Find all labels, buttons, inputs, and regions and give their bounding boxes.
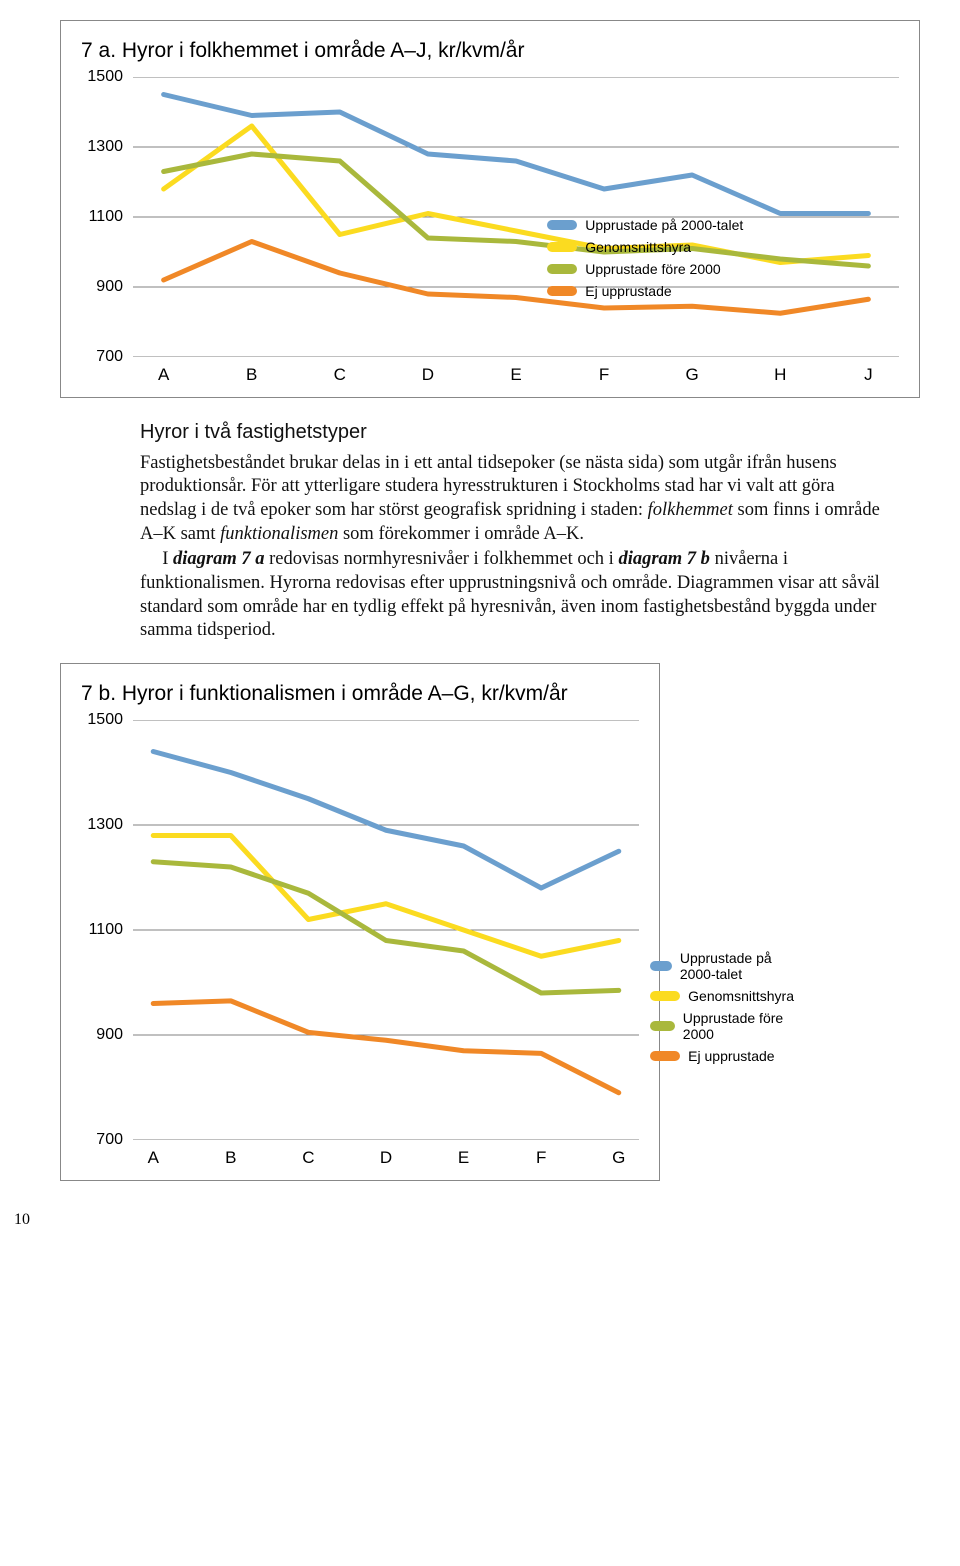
y-tick-label: 900 [96, 1026, 123, 1044]
legend-swatch [547, 264, 577, 274]
y-tick-label: 700 [96, 1131, 123, 1149]
legend-label: Upprustade på 2000-talet [680, 950, 794, 982]
y-tick-label: 700 [96, 348, 123, 366]
chart-7a-plot [133, 77, 899, 357]
y-tick-label: 1500 [87, 68, 123, 86]
page-number: 10 [14, 1211, 960, 1229]
legend-swatch [650, 1021, 675, 1031]
x-tick-label: H [774, 365, 786, 385]
x-tick-label: C [302, 1148, 314, 1168]
paragraph-1: Fastighetsbeståndet brukar delas in i et… [140, 452, 880, 547]
chart-7a-legend: Upprustade på 2000-talet Genomsnittshyra U… [547, 217, 743, 305]
x-tick-label: B [225, 1148, 236, 1168]
p1-end: som förekommer i område A–K. [338, 524, 584, 544]
subhead: Hyror i två fastighetstyper [140, 420, 880, 446]
x-tick-label: A [158, 365, 169, 385]
x-tick-label: G [686, 365, 699, 385]
x-tick-label: F [536, 1148, 546, 1168]
x-tick-label: F [599, 365, 609, 385]
x-tick-label: E [510, 365, 521, 385]
legend-swatch [650, 961, 672, 971]
chart-7b-plot [133, 720, 639, 1140]
legend-swatch [547, 286, 577, 296]
chart-7a-area: 700900110013001500 ABCDEFGHJ Upprustade … [81, 77, 899, 387]
chart-7a-xlabels: ABCDEFGHJ [133, 363, 899, 387]
y-tick-label: 1300 [87, 138, 123, 156]
chart-7b-title: 7 b. Hyror i funktionalismen i område A–… [81, 682, 639, 706]
paragraph-2: I diagram 7 a redovisas normhyresnivåer … [140, 548, 880, 643]
chart-7b-area: 700900110013001500 ABCDEFG Upprustade på… [81, 720, 639, 1170]
p2-em2: diagram 7 b [618, 549, 709, 569]
legend-swatch [547, 220, 577, 230]
x-tick-label: J [864, 365, 873, 385]
legend-label: Ej upprustade [585, 283, 671, 299]
x-tick-label: A [148, 1148, 159, 1168]
legend-label: Genomsnittshyra [585, 239, 691, 255]
legend-swatch [650, 1051, 680, 1061]
y-tick-label: 1300 [87, 816, 123, 834]
legend-item: Upprustade på 2000-talet [547, 217, 743, 233]
x-tick-label: E [458, 1148, 469, 1168]
chart-7b-ylabels: 700900110013001500 [81, 720, 129, 1170]
p2-a: I [162, 549, 173, 569]
legend-label: Genomsnittshyra [688, 988, 794, 1004]
legend-swatch [547, 242, 577, 252]
y-tick-label: 900 [96, 278, 123, 296]
legend-item: Genomsnittshyra [547, 239, 743, 255]
x-tick-label: B [246, 365, 257, 385]
legend-item: Upprustade före 2000 [650, 1010, 794, 1042]
chart-7a-title: 7 a. Hyror i folkhemmet i område A–J, kr… [81, 39, 899, 63]
legend-item: Ej upprustade [650, 1048, 794, 1064]
legend-label: Upprustade före 2000 [585, 261, 720, 277]
x-tick-label: G [612, 1148, 625, 1168]
legend-swatch [650, 991, 680, 1001]
chart-7b-xlabels: A B C D E F G [133, 1146, 639, 1170]
p2-b: redovisas normhyresnivåer i folkhemmet o… [264, 549, 618, 569]
y-tick-label: 1100 [89, 921, 123, 939]
chart-7b: 7 b. Hyror i funktionalismen i område A–… [60, 663, 660, 1181]
chart-7b-legend: Upprustade på 2000-talet Genomsnittshyra U… [650, 950, 794, 1070]
body-text: Hyror i två fastighetstyper Fastighetsbe… [140, 420, 880, 643]
p1-em1: folkhemmet [648, 500, 733, 520]
legend-item: Upprustade före 2000 [547, 261, 743, 277]
y-tick-label: 1500 [87, 711, 123, 729]
x-tick-label: D [380, 1148, 392, 1168]
x-tick-label: C [334, 365, 346, 385]
legend-label: Ej upprustade [688, 1048, 774, 1064]
p2-em1: diagram 7 a [173, 549, 264, 569]
chart-7a-ylabels: 700900110013001500 [81, 77, 129, 387]
legend-item: Ej upprustade [547, 283, 743, 299]
p1-em2: funktionalismen [220, 524, 338, 544]
chart-7a: 7 a. Hyror i folkhemmet i område A–J, kr… [60, 20, 920, 398]
legend-item: Genomsnittshyra [650, 988, 794, 1004]
x-tick-label: D [422, 365, 434, 385]
legend-label: Upprustade på 2000-talet [585, 217, 743, 233]
legend-item: Upprustade på 2000-talet [650, 950, 794, 982]
legend-label: Upprustade före 2000 [683, 1010, 794, 1042]
y-tick-label: 1100 [89, 208, 123, 226]
